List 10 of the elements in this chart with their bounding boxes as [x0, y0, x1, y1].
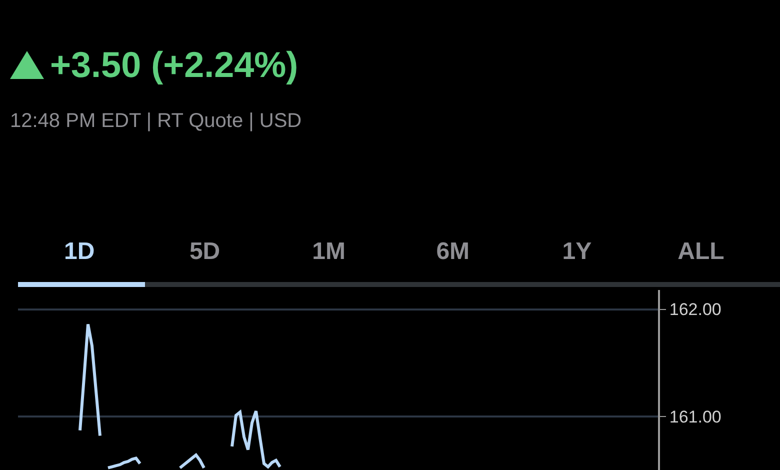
text: 1D: [63, 238, 96, 266]
text: 5D: [188, 238, 222, 266]
text: 1M: [311, 238, 346, 266]
text: 1Y: [561, 238, 593, 266]
text: +3.50 (+2.24%): [50, 44, 298, 86]
text: ALL: [676, 238, 726, 266]
chart-subtitle: 12:48 PM EDT | RT Quote | USD: [10, 110, 302, 133]
text: 6M: [435, 238, 471, 266]
y-tick-label: 162.00: [669, 300, 722, 320]
y-tick-label: 161.00: [669, 407, 722, 426]
